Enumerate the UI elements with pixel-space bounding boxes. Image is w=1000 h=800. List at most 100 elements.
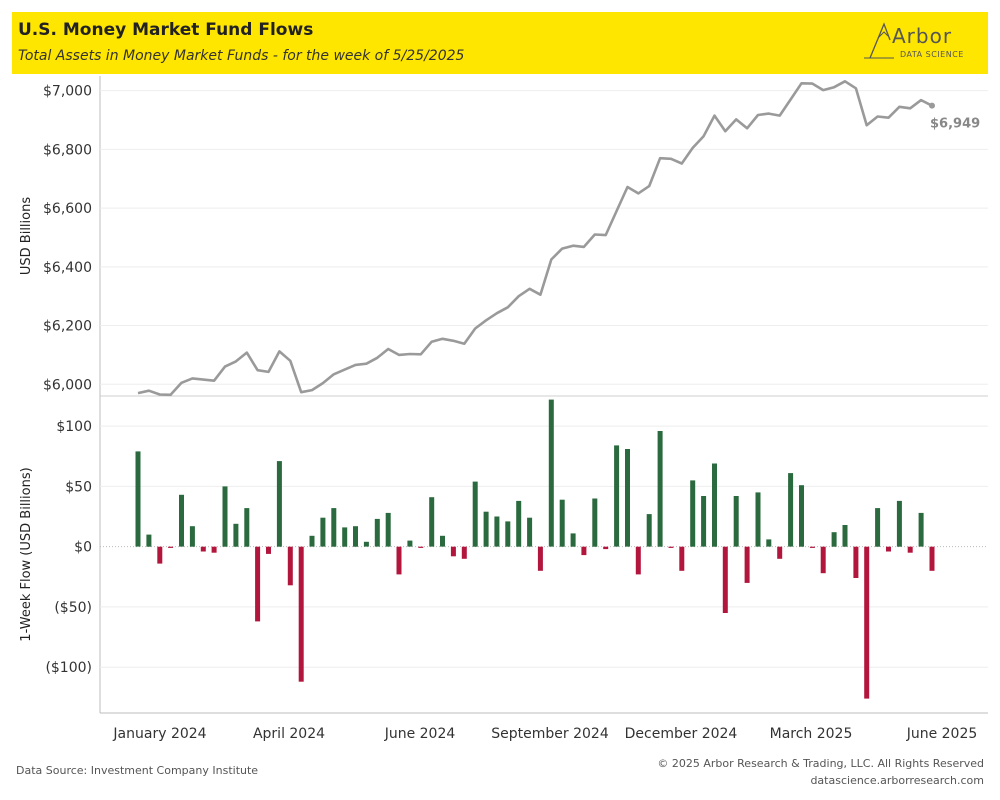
flow-bar (766, 539, 772, 547)
flow-bar (472, 481, 478, 547)
flow-bar (516, 500, 522, 547)
tree-logo-icon (864, 22, 894, 59)
flow-bar (842, 525, 848, 547)
flow-bar (211, 546, 217, 553)
flow-bar (635, 546, 641, 575)
flow-bar (320, 517, 326, 547)
flow-bar (570, 533, 576, 547)
flow-bar (440, 535, 445, 547)
flow-bar (657, 431, 663, 547)
flow-bar (298, 546, 304, 682)
y-tick-label: ($50) (54, 600, 92, 616)
flow-bar (603, 546, 609, 550)
y-tick-label: ($100) (45, 660, 92, 676)
y-tick-label: $6,800 (43, 142, 92, 158)
end-point-marker (929, 102, 935, 109)
chart-title: U.S. Money Market Fund Flows (18, 20, 314, 40)
header-banner: U.S. Money Market Fund Flows Total Asset… (12, 12, 988, 74)
flow-bar (189, 526, 195, 547)
footer-credits: © 2025 Arbor Research & Trading, LLC. Al… (657, 755, 984, 789)
flow-bar (385, 512, 391, 547)
flow-bar (168, 546, 174, 548)
flow-bar (418, 546, 424, 548)
flow-bar (886, 546, 891, 552)
flow-bar (537, 546, 543, 571)
flow-bar (625, 449, 630, 547)
flow-bar (266, 546, 271, 554)
y-tick-label: $6,200 (43, 319, 92, 335)
website-text: datascience.arborresearch.com (810, 774, 984, 787)
flow-bar (331, 508, 337, 547)
flow-bar (146, 534, 152, 547)
logo-subtext: DATA SCIENCE (900, 50, 964, 59)
flow-bar (799, 485, 804, 547)
data-source: Data Source: Investment Company Institut… (16, 764, 259, 777)
x-tick-label: June 2024 (384, 726, 456, 742)
flow-bar (527, 517, 533, 547)
flow-bar (222, 486, 228, 547)
y-tick-label: $6,000 (43, 377, 92, 393)
flow-bar (896, 500, 902, 547)
flow-bar (244, 508, 250, 547)
flow-bar (407, 540, 413, 547)
flow-bar (200, 546, 206, 552)
y-tick-label: $50 (65, 479, 92, 495)
flow-bar (712, 463, 717, 547)
flow-bar (559, 499, 565, 547)
flow-bar (461, 546, 467, 559)
flow-bar (276, 461, 282, 547)
flow-bar (831, 532, 837, 547)
x-tick-label: December 2024 (625, 726, 738, 742)
end-value-label: $6,949 (930, 117, 980, 132)
flow-bar (494, 516, 500, 547)
total-assets-line (137, 80, 933, 397)
flow-bar (483, 511, 489, 547)
flow-bar (255, 546, 261, 622)
flow-bar (450, 546, 456, 557)
flow-bar (820, 546, 826, 574)
y-tick-label: $0 (74, 540, 92, 556)
flow-bar (875, 508, 881, 547)
flow-bar (505, 521, 511, 547)
flow-bar (679, 546, 685, 571)
y-tick-label: $6,400 (43, 260, 92, 276)
flow-bar (581, 546, 587, 556)
y-axis-title: USD Billions (19, 197, 34, 275)
flow-bar (135, 451, 141, 547)
y-tick-label: $100 (56, 419, 92, 435)
flow-bar (396, 546, 402, 575)
flow-bar (744, 546, 750, 583)
flow-bar (853, 546, 859, 578)
flow-bar (809, 546, 815, 548)
flow-bar (929, 546, 935, 571)
flow-bar (733, 496, 739, 547)
flow-bar (668, 546, 674, 548)
y-tick-label: $6,600 (43, 201, 92, 217)
flow-bar (907, 546, 913, 553)
flow-bar (646, 514, 652, 547)
y-axis-title: 1-Week Flow (USD Billions) (19, 467, 34, 641)
y-tick-label: $7,000 (43, 84, 92, 100)
flow-bar (342, 527, 348, 547)
flow-bar (722, 546, 728, 613)
flow-bar (157, 546, 163, 564)
logo-word: Arbor (892, 24, 953, 48)
x-tick-label: January 2024 (112, 726, 206, 742)
x-tick-label: June 2025 (906, 726, 978, 742)
x-tick-label: April 2024 (253, 726, 325, 742)
flow-bar (777, 546, 783, 559)
flow-bar (755, 492, 761, 547)
flow-bar (429, 497, 435, 547)
flow-bar (363, 541, 369, 547)
flow-bar (374, 518, 380, 547)
flow-bar (287, 546, 293, 586)
x-tick-label: September 2024 (491, 726, 609, 742)
flow-bar (614, 445, 620, 547)
x-tick-label: March 2025 (770, 726, 853, 742)
flow-bar (592, 498, 598, 547)
flow-bar (690, 480, 696, 547)
chart-subtitle: Total Assets in Money Market Funds - for… (18, 48, 465, 64)
flow-bar (701, 496, 707, 547)
flow-bar (788, 473, 794, 547)
